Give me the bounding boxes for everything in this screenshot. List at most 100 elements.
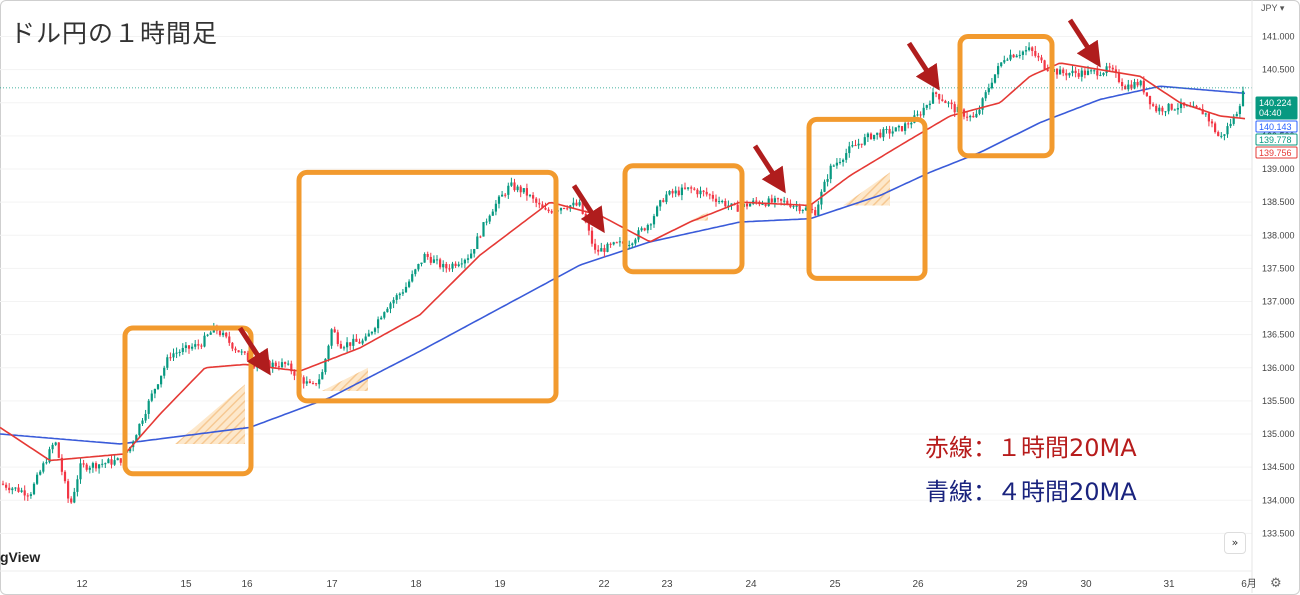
candle-body <box>745 203 749 207</box>
candle-body <box>603 248 606 252</box>
candle-body <box>1111 67 1114 70</box>
candle-body <box>364 336 367 341</box>
candle-body <box>191 346 194 349</box>
x-tick-label: 23 <box>661 579 673 590</box>
candle-body <box>175 352 178 354</box>
candle-body <box>863 137 866 145</box>
candle-body <box>411 274 414 282</box>
candle-body <box>445 263 448 269</box>
candle-body <box>1198 107 1201 110</box>
candle-body <box>1080 70 1083 77</box>
candle-body <box>119 458 122 463</box>
candle-body <box>1114 69 1117 73</box>
candle-body <box>1090 70 1093 72</box>
candle-body <box>42 463 45 472</box>
candle-body <box>938 93 941 100</box>
candle-body <box>683 187 687 189</box>
x-axis: 12 15 16 17 18 19 22 23 24 25 26 29 30 31 6月 <box>0 570 1257 590</box>
y-axis: 133.500 134.000 134.500 135.000 135.500 136.0… <box>1251 0 1295 593</box>
candle-body <box>280 362 284 368</box>
candle-body <box>789 204 792 208</box>
candle-body <box>1009 54 1012 60</box>
highlight-box <box>957 34 1055 159</box>
candle-body <box>1139 80 1142 86</box>
candle-body <box>891 131 894 134</box>
candle-body <box>36 474 39 484</box>
candle-body <box>240 351 243 353</box>
candle-body <box>367 333 370 337</box>
price-tag-box <box>1255 146 1298 159</box>
candle-body <box>513 182 516 191</box>
shaded-wedge <box>175 384 245 444</box>
candle-body <box>1102 72 1105 75</box>
candle-body <box>1145 92 1148 96</box>
candle-body <box>882 129 885 138</box>
candle-body <box>538 202 541 205</box>
candle-body <box>330 329 333 346</box>
candle-body <box>209 332 212 335</box>
candle-body <box>1161 107 1164 112</box>
down-arrow <box>1067 18 1101 68</box>
currency-selector[interactable]: JPY ▾ <box>1261 3 1284 14</box>
candle-body <box>494 203 497 212</box>
candle-body <box>361 340 364 344</box>
candle-body <box>528 195 532 197</box>
candle-body <box>838 161 842 163</box>
settings-button[interactable]: ⚙ <box>1270 577 1282 590</box>
candle-body <box>795 205 798 207</box>
candle-body <box>990 82 993 89</box>
candle-body <box>705 191 708 195</box>
candle-body <box>1142 80 1145 93</box>
candle-body <box>70 498 73 503</box>
candle-body <box>885 128 888 130</box>
candle-body <box>420 262 423 265</box>
candle-body <box>832 165 835 167</box>
candle-body <box>20 490 23 492</box>
candle-body <box>966 116 969 118</box>
candle-body <box>491 211 494 216</box>
candle-body <box>466 258 470 260</box>
candle-body <box>1055 68 1059 75</box>
candle-body <box>662 200 665 202</box>
candle-body <box>200 345 203 347</box>
candle-body <box>417 264 420 270</box>
legend-red-ma: 赤線：１時間20MA <box>925 434 1137 462</box>
scroll-to-realtime-button[interactable]: » <box>1224 532 1246 554</box>
candle-body <box>274 362 277 367</box>
candle-body <box>776 198 780 200</box>
candle-body <box>26 495 29 497</box>
candle-body <box>804 207 807 211</box>
price-tag-label: 139.778 <box>1259 135 1292 145</box>
candle-body <box>318 379 321 385</box>
candle-body <box>922 107 925 116</box>
candle-body <box>5 484 8 488</box>
y-tick-label: 136.000 <box>1262 363 1295 373</box>
shaded-wedges <box>175 172 890 444</box>
candle-body <box>147 400 150 414</box>
candle-body <box>23 490 26 496</box>
candle-body <box>203 335 206 347</box>
candle-body <box>234 348 237 351</box>
candle-body <box>1 483 5 485</box>
candle-body <box>711 194 714 199</box>
candle-body <box>749 203 752 207</box>
candle-body <box>563 208 566 210</box>
candle-body <box>98 464 101 469</box>
candle-body <box>993 74 997 83</box>
candle-body <box>398 293 401 296</box>
candle-body <box>153 388 156 394</box>
x-tick-label: 30 <box>1080 579 1092 590</box>
candle-body <box>724 200 727 207</box>
candle-body <box>714 198 718 202</box>
candle-body <box>842 159 845 162</box>
candle-body <box>823 181 826 192</box>
candle-body <box>931 92 935 104</box>
candle-body <box>1214 123 1217 133</box>
candle-body <box>978 109 981 114</box>
candle-body <box>454 263 457 267</box>
candle-body <box>1173 109 1176 111</box>
candle-body <box>1210 121 1214 124</box>
candle-body <box>110 459 113 465</box>
candle-body <box>442 263 445 268</box>
